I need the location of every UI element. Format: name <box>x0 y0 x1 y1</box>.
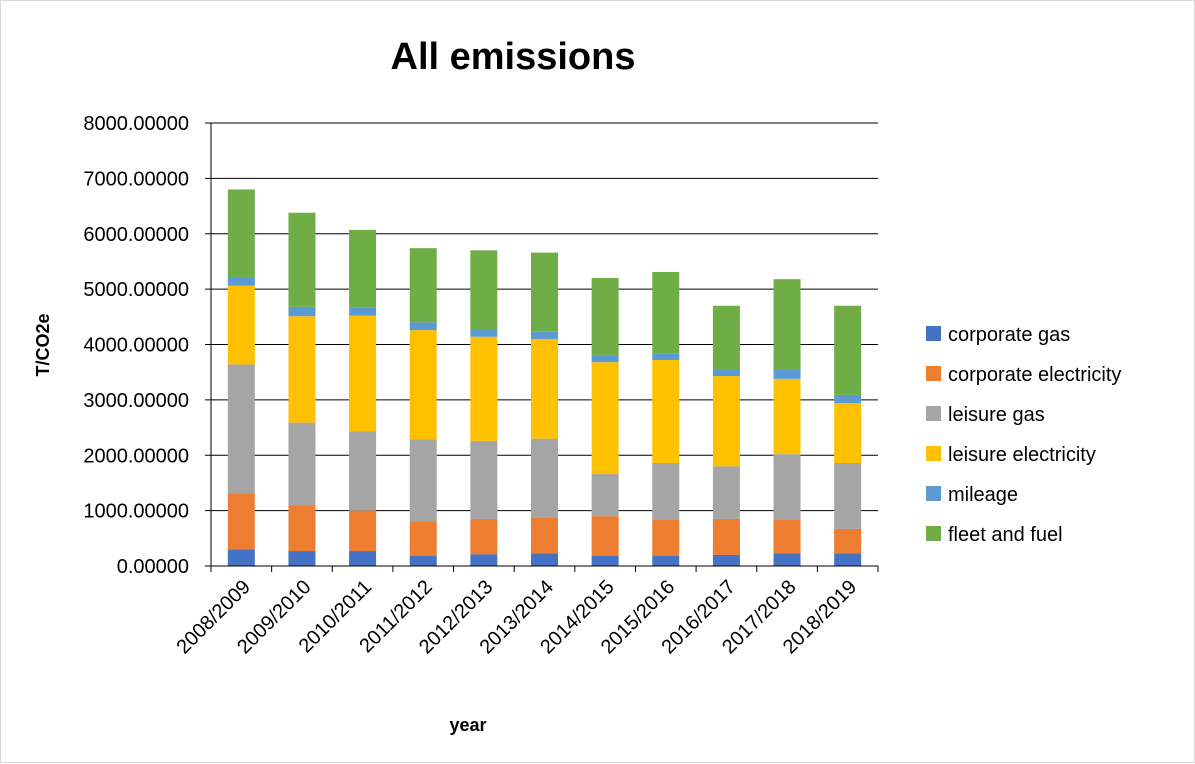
bar-segment-leisure-gas <box>227 364 255 494</box>
bar-segment-corporate-electricity <box>652 520 680 557</box>
x-tick-labels: 2008/20092009/20102010/20112011/20122012… <box>172 576 861 658</box>
bar-segment-fleet-and-fuel <box>531 252 558 332</box>
bar-segment-leisure-gas <box>712 466 740 519</box>
legend-label-corporate-gas: corporate gas <box>948 324 1070 346</box>
y-tick-label: 4000.00000 <box>83 335 189 357</box>
bar-segment-leisure-gas <box>591 474 619 517</box>
bar-segment-leisure-electricity <box>712 376 740 467</box>
bar-segment-leisure-electricity <box>349 315 377 432</box>
bar-segment-leisure-electricity <box>409 330 437 440</box>
bar-segment-fleet-and-fuel <box>834 305 862 395</box>
bars <box>227 189 862 566</box>
bar-segment-leisure-gas <box>834 463 862 529</box>
bar-segment-leisure-gas <box>288 422 316 506</box>
bar-segment-leisure-electricity <box>652 360 680 464</box>
bar-segment-corporate-gas <box>773 553 801 566</box>
y-tick-labels: 0.00000 1000.00000 2000.00000 3000.00000 400… <box>83 113 189 578</box>
legend: corporate gas corporate electricity leisur… <box>926 324 1121 546</box>
bar-segment-corporate-electricity <box>470 518 498 555</box>
bar-segment-fleet-and-fuel <box>470 250 498 329</box>
bar-segment-fleet-and-fuel <box>591 278 619 356</box>
y-tick-label: 5000.00000 <box>83 279 189 301</box>
bar-segment-corporate-electricity <box>591 516 619 557</box>
bar-segment-leisure-electricity <box>773 378 801 455</box>
bar-segment-leisure-electricity <box>470 336 498 441</box>
bar-segment-leisure-gas <box>349 431 377 511</box>
bar-segment-corporate-electricity <box>288 505 316 552</box>
bar-segment-corporate-electricity <box>349 510 377 552</box>
legend-label-leisure-gas: leisure gas <box>948 404 1045 426</box>
legend-label-fleet-and-fuel: fleet and fuel <box>948 524 1063 546</box>
legend-label-mileage: mileage <box>948 484 1018 506</box>
bar-segment-mileage <box>349 307 377 316</box>
bar-segment-fleet-and-fuel <box>773 279 801 370</box>
legend-swatch-leisure-electricity <box>926 446 941 461</box>
x-axis-title: year <box>449 715 486 735</box>
bar-segment-corporate-electricity <box>773 520 801 554</box>
y-tick-label: 1000.00000 <box>83 501 189 523</box>
axes <box>205 122 879 572</box>
bar-segment-mileage <box>531 331 558 339</box>
bar-segment-fleet-and-fuel <box>288 212 316 307</box>
bar-segment-corporate-gas <box>652 556 680 566</box>
bar-segment-leisure-electricity <box>288 316 316 423</box>
bar-segment-mileage <box>773 369 801 379</box>
bar-segment-leisure-gas <box>652 463 680 521</box>
legend-label-leisure-electricity: leisure electricity <box>948 444 1096 466</box>
legend-swatch-corporate-electricity <box>926 366 941 381</box>
bar-segment-corporate-electricity <box>531 517 558 554</box>
bar-segment-corporate-electricity <box>227 493 255 550</box>
bar-segment-leisure-gas <box>531 438 558 518</box>
bar-segment-corporate-gas <box>349 551 377 566</box>
bar-segment-leisure-electricity <box>834 403 862 464</box>
y-tick-label: 3000.00000 <box>83 390 189 412</box>
y-tick-label: 2000.00000 <box>83 445 189 467</box>
bar-segment-corporate-electricity <box>712 518 740 555</box>
bar-segment-mileage <box>652 353 680 361</box>
bar-segment-fleet-and-fuel <box>409 248 437 323</box>
legend-swatch-corporate-gas <box>926 326 941 341</box>
bar-segment-fleet-and-fuel <box>652 271 680 354</box>
bar-segment-mileage <box>834 394 862 404</box>
legend-swatch-leisure-gas <box>926 406 941 421</box>
bar-segment-corporate-gas <box>409 556 437 566</box>
bar-segment-corporate-electricity <box>409 521 437 557</box>
bar-segment-corporate-gas <box>531 553 558 566</box>
bar-segment-mileage <box>227 276 255 286</box>
y-tick-label: 8000.00000 <box>83 113 189 135</box>
bar-segment-corporate-gas <box>834 553 862 566</box>
y-tick-label: 7000.00000 <box>83 168 189 190</box>
bar-segment-corporate-gas <box>591 556 619 566</box>
bar-segment-leisure-gas <box>470 440 498 519</box>
bar-segment-corporate-gas <box>288 551 316 566</box>
chart-title: All emissions <box>391 36 636 78</box>
bar-segment-fleet-and-fuel <box>349 229 377 308</box>
bar-segment-mileage <box>470 328 498 337</box>
legend-swatch-mileage <box>926 486 941 501</box>
bar-segment-corporate-gas <box>712 554 740 566</box>
bar-segment-corporate-gas <box>227 549 255 566</box>
y-axis-title: T/CO2e <box>33 313 53 376</box>
legend-swatch-fleet-and-fuel <box>926 526 941 541</box>
bar-segment-corporate-gas <box>470 554 498 566</box>
bar-segment-mileage <box>712 369 740 377</box>
bar-segment-leisure-electricity <box>227 285 255 365</box>
bar-segment-mileage <box>288 306 316 317</box>
bar-segment-leisure-gas <box>773 454 801 521</box>
bar-segment-mileage <box>591 355 619 363</box>
bar-segment-fleet-and-fuel <box>712 305 740 370</box>
legend-label-corporate-electricity: corporate electricity <box>948 364 1121 386</box>
bar-segment-leisure-electricity <box>591 362 619 475</box>
y-tick-label: 6000.00000 <box>83 224 189 246</box>
bar-segment-mileage <box>409 322 437 331</box>
bar-segment-leisure-electricity <box>531 338 558 439</box>
y-tick-label: 0.00000 <box>117 556 189 578</box>
bar-segment-corporate-electricity <box>834 528 862 554</box>
bar-segment-fleet-and-fuel <box>227 189 255 277</box>
bar-segment-leisure-gas <box>409 439 437 522</box>
